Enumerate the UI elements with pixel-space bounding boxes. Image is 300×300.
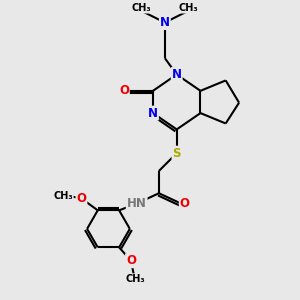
Text: S: S bbox=[172, 147, 181, 160]
Text: O: O bbox=[76, 192, 86, 205]
Text: HN: HN bbox=[127, 197, 147, 210]
Text: CH₃: CH₃ bbox=[53, 190, 73, 200]
Text: CH₃: CH₃ bbox=[179, 3, 198, 13]
Text: O: O bbox=[119, 84, 129, 97]
Text: CH₃: CH₃ bbox=[131, 3, 151, 13]
Text: CH₃: CH₃ bbox=[126, 274, 145, 284]
Text: N: N bbox=[160, 16, 170, 29]
Text: N: N bbox=[172, 68, 182, 81]
Text: N: N bbox=[148, 106, 158, 120]
Text: O: O bbox=[126, 254, 136, 267]
Text: O: O bbox=[180, 197, 190, 210]
